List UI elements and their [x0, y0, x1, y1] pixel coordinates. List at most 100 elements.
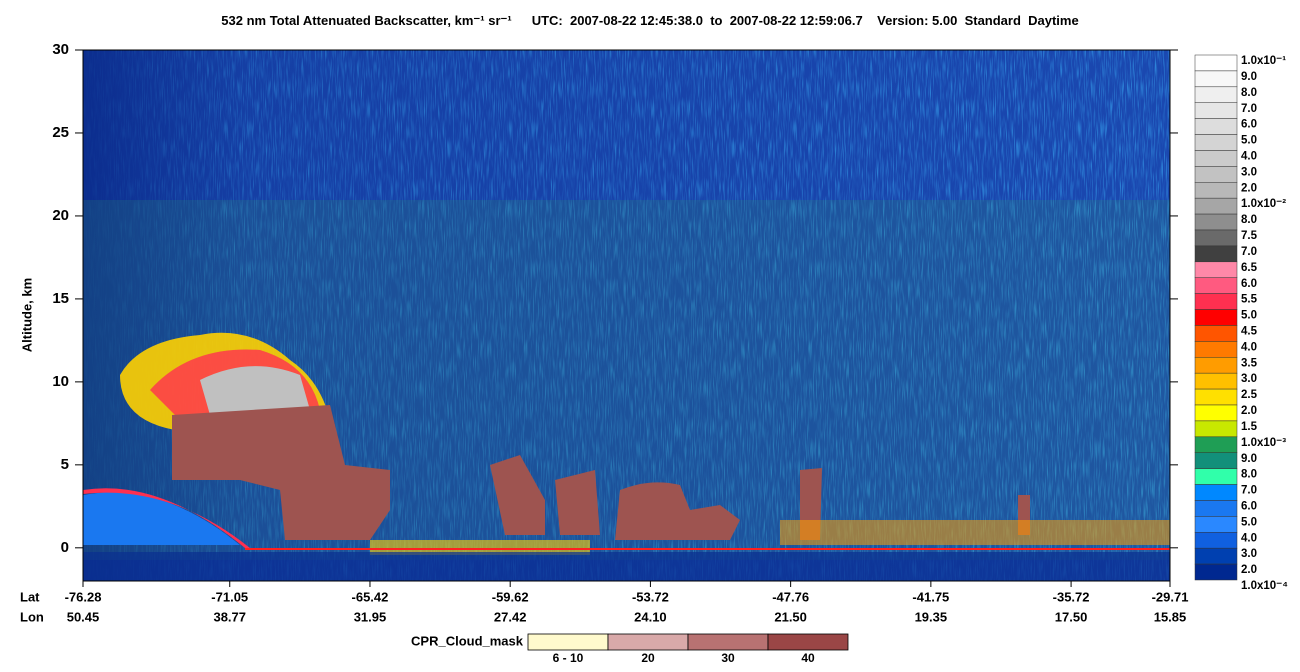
lat-tick-label: -35.72 — [1053, 589, 1090, 604]
cloud-mask — [615, 482, 740, 540]
colorbar-band — [1194, 388, 1238, 406]
colorbar-band — [1194, 309, 1238, 326]
colorbar-band — [1194, 341, 1238, 358]
mask-swatch — [767, 633, 849, 651]
colorbar-band — [1194, 420, 1238, 438]
cloud-bright — [200, 366, 310, 415]
subsurface — [83, 552, 1170, 581]
colorbar-label: 7.0 — [1241, 103, 1257, 115]
x-axis: -76.28 50.45 -71.05 38.77 -65.42 31.95 -59.62 2… — [65, 581, 1189, 624]
mask-tick-label: 40 — [801, 651, 815, 665]
colorbar-band — [1194, 532, 1238, 549]
colorbar-band — [1194, 102, 1238, 119]
y-tick-label: 15 — [52, 290, 69, 307]
colorbar-label: 4.0 — [1241, 532, 1257, 544]
colorbar-band — [1194, 293, 1238, 310]
colorbar-band — [1194, 500, 1238, 517]
colorbar-label: 1.0x10⁻¹ — [1241, 55, 1286, 67]
lon-tick-label: 27.42 — [494, 609, 527, 624]
lat-tick-label: -41.75 — [912, 589, 949, 604]
curtain-image — [83, 50, 1170, 581]
colorbar-label: 3.0 — [1241, 166, 1257, 178]
boundary-layer — [780, 520, 1170, 545]
colorbar-band — [1194, 86, 1238, 103]
colorbar-label: 1.0x10⁻³ — [1241, 437, 1286, 449]
lon-tick-label: 31.95 — [354, 609, 387, 624]
lat-label: Lat — [20, 589, 40, 604]
colorbar-band — [1194, 436, 1238, 453]
colorbar-label: 9.0 — [1241, 71, 1257, 83]
colorbar-label: 4.5 — [1241, 325, 1258, 337]
colorbar-label: 8.0 — [1241, 214, 1257, 226]
y-tick-label: 20 — [52, 207, 69, 224]
colorbar-label: 2.0 — [1241, 564, 1257, 576]
colorbar-label: 6.5 — [1241, 262, 1258, 274]
colorbar-band — [1194, 372, 1238, 390]
lat-tick-label: -71.05 — [211, 589, 248, 604]
colorbar-band — [1194, 134, 1238, 151]
colorbar-label: 1.0x10⁻⁴ — [1241, 580, 1288, 592]
colorbar-label: 2.5 — [1241, 389, 1258, 401]
colorbar-label: 7.0 — [1241, 246, 1257, 258]
lat-tick-label: -59.62 — [492, 589, 529, 604]
lon-tick-label: 21.50 — [774, 609, 807, 624]
colorbar-label: 3.0 — [1241, 548, 1257, 560]
subtitle: UTC: 2007-08-22 12:45:38.0 to 2007-08-22… — [532, 13, 1079, 28]
lat-tick-label: -76.28 — [65, 589, 102, 604]
lat-tick-label: -47.76 — [772, 589, 809, 604]
colorbar-label: 3.0 — [1241, 373, 1257, 385]
colorbar-band — [1194, 563, 1238, 581]
mask-tick-label: 30 — [721, 651, 735, 665]
colorbar-band — [1194, 468, 1238, 485]
colorbar-label: 4.0 — [1241, 150, 1257, 162]
colorbar-band — [1194, 484, 1238, 501]
mask-label: CPR_Cloud_mask — [411, 633, 524, 648]
colorbar: 1.0x10⁻¹ 9.0 8.0 7.0 6.0 5.0 4.0 3.0 2.0 1.0x10⁻²… — [1194, 54, 1288, 592]
cloud-mask — [555, 470, 600, 535]
plot-frame — [82, 49, 1171, 582]
colorbar-band — [1194, 261, 1238, 278]
colorbar-band — [1194, 182, 1238, 199]
lon-tick-label: 19.35 — [915, 609, 948, 624]
cloud-mask — [172, 405, 390, 540]
y-axis: 0 5 10 15 20 25 30 — [52, 41, 1178, 556]
surface-line — [83, 488, 250, 548]
colorbar-band — [1194, 118, 1238, 135]
colorbar-label: 5.0 — [1241, 516, 1257, 528]
colorbar-label: 6.0 — [1241, 119, 1257, 131]
mask-swatch — [527, 633, 609, 651]
colorbar-band — [1194, 54, 1238, 72]
colorbar-label: 5.0 — [1241, 310, 1257, 322]
colorbar-band — [1194, 150, 1238, 167]
y-tick-label: 10 — [52, 373, 69, 390]
colorbar-label: 4.0 — [1241, 341, 1257, 353]
colorbar-label: 6.0 — [1241, 500, 1257, 512]
colorbar-label: 1.5 — [1241, 421, 1258, 433]
y-tick-label: 25 — [52, 124, 69, 141]
colorbar-label: 9.0 — [1241, 453, 1257, 465]
y-tick-label: 5 — [61, 456, 69, 473]
chart-title: 532 nm Total Attenuated Backscatter, km⁻… — [221, 13, 511, 28]
colorbar-band — [1194, 404, 1238, 422]
colorbar-label: 1.0x10⁻² — [1241, 198, 1286, 210]
colorbar-label: 3.5 — [1241, 357, 1258, 369]
y-axis-label: Altitude, km — [19, 278, 34, 352]
colorbar-label: 2.0 — [1241, 405, 1257, 417]
colorbar-label: 5.0 — [1241, 135, 1257, 147]
colorbar-band — [1194, 229, 1238, 247]
ice-band — [83, 492, 240, 545]
lon-tick-label: 15.85 — [1154, 609, 1187, 624]
y-tick-label: 0 — [61, 539, 69, 556]
title-row: 532 nm Total Attenuated Backscatter, km⁻… — [221, 13, 1078, 28]
lon-tick-label: 24.10 — [634, 609, 667, 624]
colorbar-label: 2.0 — [1241, 182, 1257, 194]
lat-tick-label: -29.71 — [1152, 589, 1189, 604]
lon-tick-label: 17.50 — [1055, 609, 1088, 624]
lat-tick-label: -53.72 — [632, 589, 669, 604]
colorbar-label: 7.5 — [1241, 230, 1258, 242]
colorbar-band — [1194, 357, 1238, 374]
mask-tick-label: 6 - 10 — [553, 651, 584, 665]
lon-label: Lon — [20, 609, 44, 624]
lon-tick-label: 50.45 — [67, 609, 100, 624]
